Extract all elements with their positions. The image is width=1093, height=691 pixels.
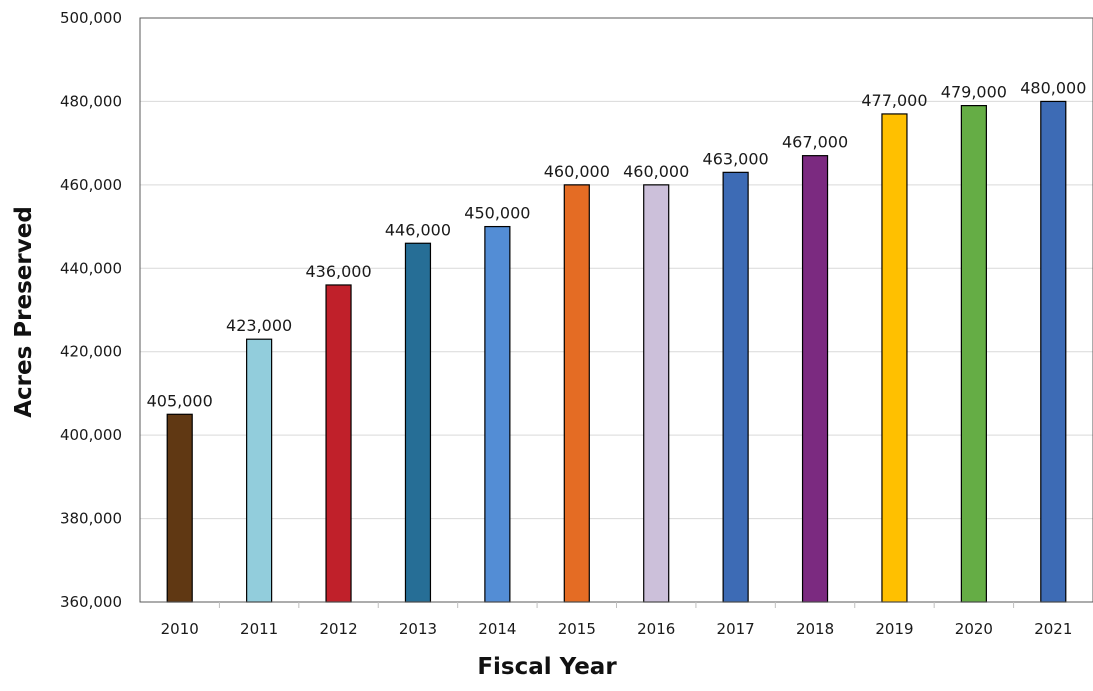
y-tick-label: 460,000 — [60, 176, 122, 194]
y-tick-label: 440,000 — [60, 259, 122, 277]
bar-2020 — [960, 104, 987, 603]
bar-2021 — [1040, 100, 1067, 603]
y-tick-label: 480,000 — [60, 92, 122, 110]
x-tick-label-2015: 2015 — [558, 620, 596, 638]
bars — [166, 100, 1067, 603]
x-tick-label-2019: 2019 — [875, 620, 913, 638]
bar-value-label-2018: 467,000 — [782, 133, 848, 152]
bar-value-label-2012: 436,000 — [305, 262, 371, 281]
bar-value-label-2010: 405,000 — [147, 391, 213, 410]
bar-value-label-2015: 460,000 — [544, 162, 610, 181]
x-tick-label-2014: 2014 — [478, 620, 516, 638]
x-tick-label-2020: 2020 — [955, 620, 993, 638]
y-tick-label: 420,000 — [60, 343, 122, 361]
y-tick-label: 500,000 — [60, 9, 122, 27]
bar-2012 — [325, 284, 352, 603]
x-tick-label-2018: 2018 — [796, 620, 834, 638]
x-tick-label-2011: 2011 — [240, 620, 278, 638]
x-tick-label-2010: 2010 — [161, 620, 199, 638]
bar-2011 — [246, 338, 273, 603]
bar-value-label-2017: 463,000 — [703, 149, 769, 168]
bar-value-labels: 405,000 423,000 436,000 446,000 450,000 460,0… — [147, 78, 1087, 410]
x-axis-title: Fiscal Year — [477, 654, 617, 680]
y-axis-tick-labels: 360,000 380,000 400,000 420,000 440,000 460,0… — [60, 9, 122, 611]
y-axis-title: Acres Preserved — [11, 206, 37, 418]
bar-value-label-2014: 450,000 — [464, 204, 530, 223]
x-tick-label-2017: 2017 — [717, 620, 755, 638]
bar-value-label-2013: 446,000 — [385, 220, 451, 239]
x-tick-label-2016: 2016 — [637, 620, 675, 638]
y-tick-label: 380,000 — [60, 510, 122, 528]
bar-value-label-2019: 477,000 — [861, 91, 927, 110]
bar-2019 — [881, 113, 908, 603]
bar-2015 — [563, 184, 590, 603]
bar-value-label-2011: 423,000 — [226, 316, 292, 335]
x-tick-label-2012: 2012 — [319, 620, 357, 638]
x-tick-label-2013: 2013 — [399, 620, 437, 638]
x-tick-label-2021: 2021 — [1034, 620, 1072, 638]
bar-value-label-2021: 480,000 — [1020, 78, 1086, 97]
bar-2017 — [722, 171, 749, 603]
bar-2014 — [484, 225, 511, 603]
bar-value-label-2016: 460,000 — [623, 162, 689, 181]
y-tick-label: 360,000 — [60, 593, 122, 611]
plot-area-border — [139, 17, 1093, 603]
bar-value-label-2020: 479,000 — [941, 83, 1007, 102]
bar-2010 — [166, 413, 193, 603]
bar-2016 — [643, 184, 670, 603]
bar-2018 — [801, 155, 829, 603]
x-axis-tick-labels: 2010 2011 2012 2013 2014 2015 2016 2017 2018 2019… — [161, 620, 1073, 638]
x-axis-ticks — [218, 602, 1015, 608]
bar-2013 — [404, 242, 432, 603]
gridlines — [140, 100, 1093, 520]
y-tick-label: 400,000 — [60, 426, 122, 444]
